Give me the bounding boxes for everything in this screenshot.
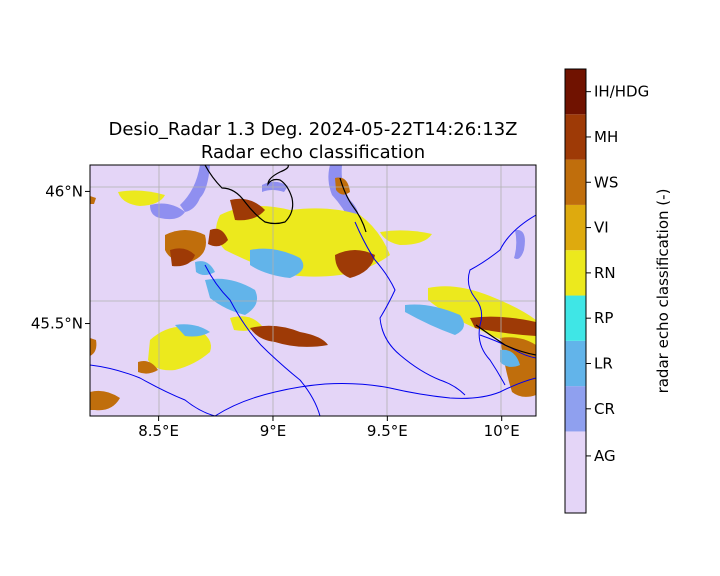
colorbar-segment-mh xyxy=(565,114,586,160)
echo-mh-north-3 xyxy=(335,250,375,278)
national-border xyxy=(204,165,294,225)
river-olona xyxy=(90,364,216,416)
lake-maggiore-south xyxy=(180,165,210,212)
colorbar-label: WS xyxy=(594,173,618,191)
echo-mh-east xyxy=(470,316,536,336)
national-border-east xyxy=(339,177,367,233)
colorbar-segment-ag xyxy=(565,431,586,513)
echo-lr-southwest xyxy=(175,324,210,337)
colorbar-segment-lr xyxy=(565,340,586,387)
colorbar-label: VI xyxy=(594,219,609,237)
echo-ws-leftedge xyxy=(90,338,97,356)
colorbar-segment-cr xyxy=(565,386,586,432)
y-tick-label: 46°N xyxy=(45,182,83,200)
figure-title: Desio_Radar 1.3 Deg. 2024-05-22T14:26:13… xyxy=(108,119,518,140)
echo-ws-bottomleft xyxy=(90,390,120,411)
map-axes xyxy=(89,164,537,417)
x-tick-label: 9°E xyxy=(260,422,287,440)
river-po xyxy=(214,377,536,416)
map-frame xyxy=(89,164,537,417)
colorbar-label: RN xyxy=(594,264,616,282)
region-border-east xyxy=(475,324,536,356)
colorbar-segment-vi xyxy=(565,204,586,251)
y-axis-ticks: 46°N 45.5°N xyxy=(31,182,90,333)
colorbar-label: MH xyxy=(594,128,618,146)
figure-subtitle: Radar echo classification xyxy=(200,142,426,163)
y-tick-label: 45.5°N xyxy=(31,315,83,333)
colorbar-frame xyxy=(564,68,587,514)
river-mincio xyxy=(479,334,536,359)
colorbar-segment-ih-hdg xyxy=(565,69,586,115)
echo-rn-topleft xyxy=(118,190,165,206)
gridlines xyxy=(90,165,536,416)
colorbar-segment-ws xyxy=(565,159,586,205)
echo-rn-east-north xyxy=(380,230,432,245)
echo-lr-mid-south xyxy=(195,261,215,275)
lake-garda xyxy=(514,229,525,259)
echo-rn-southwest xyxy=(148,326,211,371)
x-tick-label: 9.5°E xyxy=(367,422,408,440)
echo-ws-southwest xyxy=(138,361,158,374)
colorbar-axis-label: radar echo classification (-) xyxy=(654,189,672,394)
x-tick-label: 8.5°E xyxy=(138,422,179,440)
echo-mh-mid xyxy=(250,325,328,347)
colorbar-label: RP xyxy=(594,309,613,327)
echo-mh-north-1 xyxy=(170,248,195,267)
echo-ws-topleft-edge xyxy=(90,196,96,204)
colorbar-label: IH/HDG xyxy=(594,83,649,101)
colorbar-segment-rn xyxy=(565,250,586,296)
colorbar-label: LR xyxy=(594,354,613,372)
echo-mh-north-4 xyxy=(208,228,228,247)
echo-lr-north xyxy=(250,248,304,278)
river-ticino xyxy=(204,264,321,416)
echo-lr-west-mid xyxy=(205,278,258,315)
colorbar-label: AG xyxy=(594,447,616,465)
x-axis-ticks: 8.5°E 9°E 9.5°E 10°E xyxy=(138,416,520,440)
river-oglio xyxy=(467,214,536,386)
colorbar-label: CR xyxy=(594,400,615,418)
colorbar-segment-rp xyxy=(565,295,586,341)
colorbar: AG CR LR RP RN VI WS MH IH/HDG xyxy=(564,68,649,514)
echo-lr-east xyxy=(405,304,464,335)
radar-echoes xyxy=(90,165,536,411)
x-tick-label: 10°E xyxy=(484,422,520,440)
river-adda xyxy=(354,221,466,396)
echo-lr-east-south xyxy=(500,349,520,367)
